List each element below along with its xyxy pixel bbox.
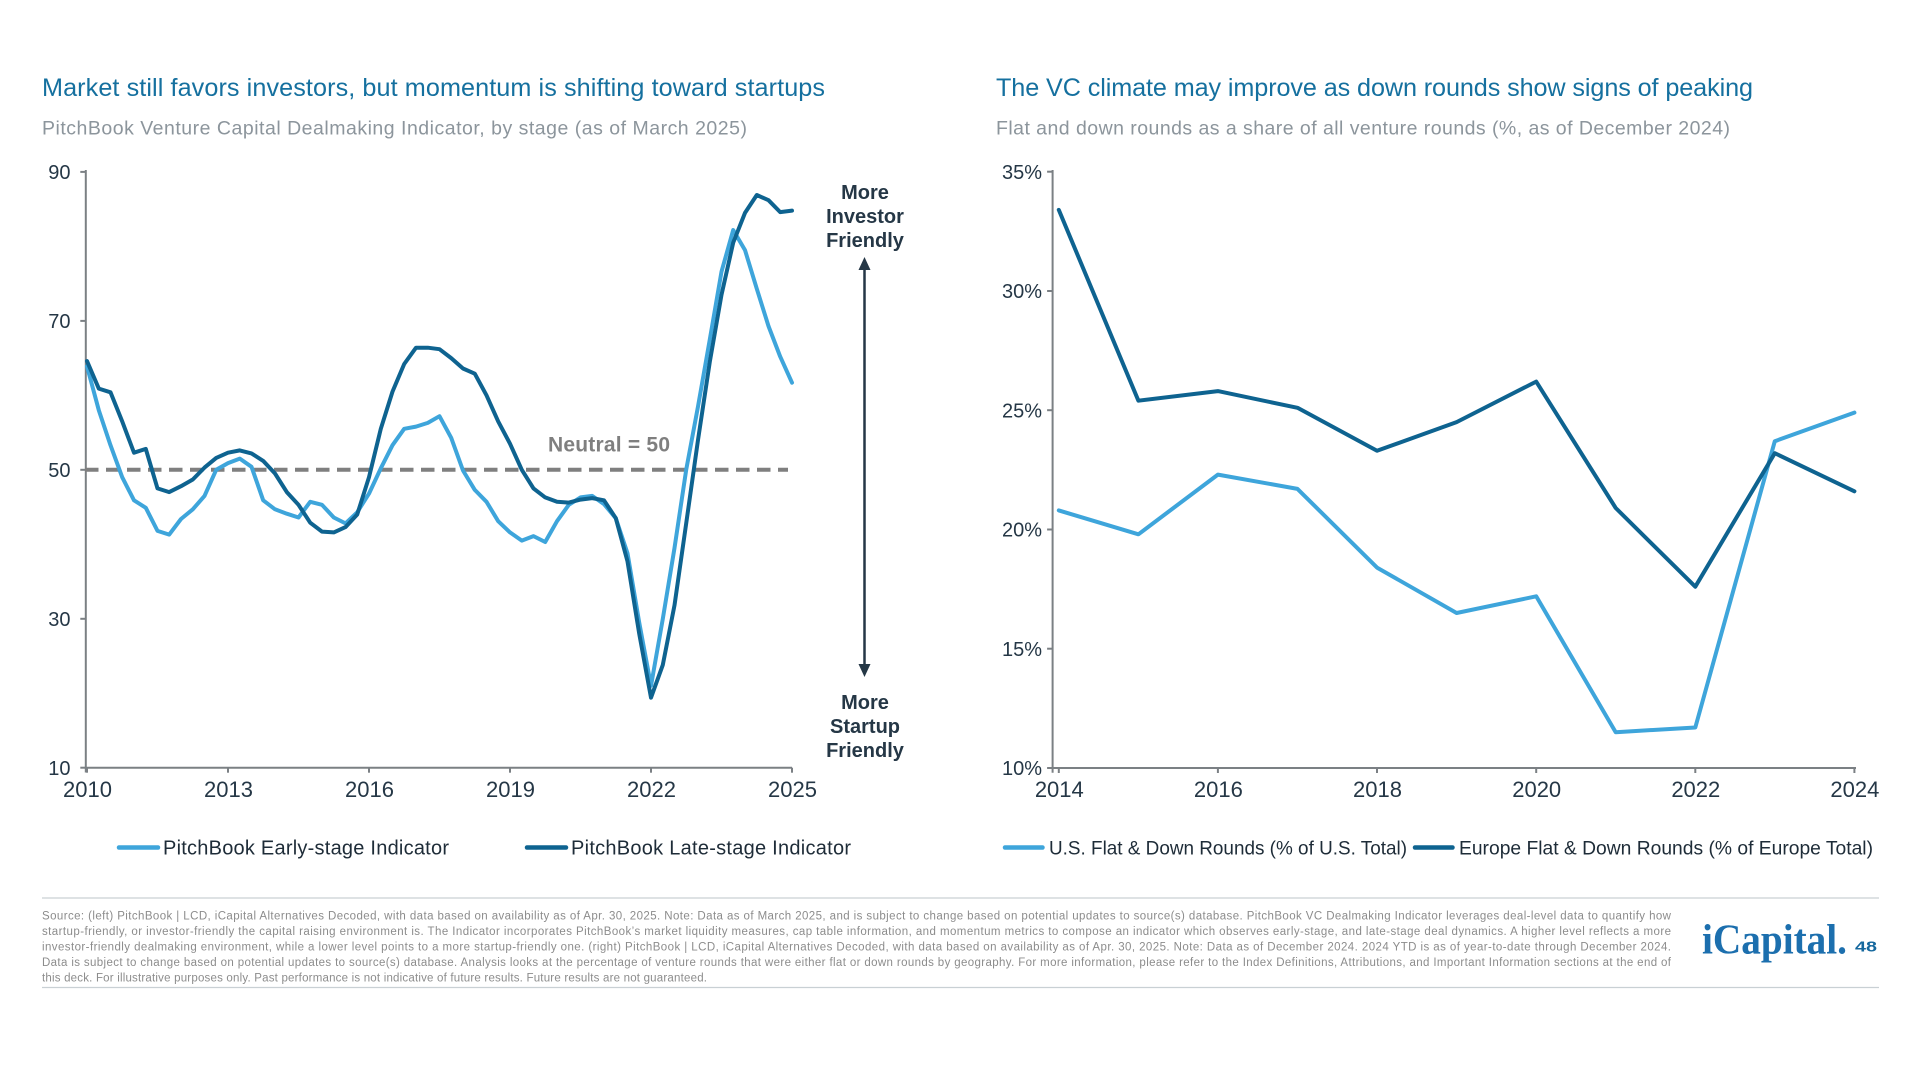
svg-text:2019: 2019 [486, 777, 535, 802]
svg-text:70: 70 [48, 311, 70, 333]
svg-text:this deck. For illustrative pu: this deck. For illustrative purposes onl… [42, 973, 707, 985]
svg-text:48: 48 [1855, 939, 1877, 955]
svg-text:2016: 2016 [1194, 777, 1243, 802]
svg-text:35%: 35% [1002, 162, 1042, 184]
svg-text:Data is subject to change base: Data is subject to change based on poten… [42, 957, 1672, 969]
svg-text:2020: 2020 [1512, 777, 1561, 802]
svg-text:Europe Flat & Down Rounds (% o: Europe Flat & Down Rounds (% of Europe T… [1459, 838, 1873, 860]
svg-text:2010: 2010 [63, 777, 112, 802]
svg-text:Startup: Startup [830, 716, 900, 738]
svg-text:30: 30 [48, 609, 70, 631]
svg-text:PitchBook Late-stage Indicator: PitchBook Late-stage Indicator [571, 838, 851, 860]
svg-text:50: 50 [48, 460, 70, 482]
svg-text:90: 90 [48, 162, 70, 184]
svg-text:Market still favors investors,: Market still favors investors, but momen… [42, 74, 825, 102]
svg-text:More: More [841, 692, 889, 714]
svg-text:2022: 2022 [627, 777, 676, 802]
svg-text:Neutral = 50: Neutral = 50 [548, 434, 670, 457]
svg-text:2016: 2016 [345, 777, 394, 802]
svg-text:30%: 30% [1002, 281, 1042, 303]
svg-text:The VC climate may improve as: The VC climate may improve as down round… [996, 74, 1753, 102]
svg-text:2025: 2025 [768, 777, 817, 802]
svg-text:Flat and down rounds as a shar: Flat and down rounds as a share of all v… [996, 118, 1730, 140]
svg-text:PitchBook Venture Capital Deal: PitchBook Venture Capital Dealmaking Ind… [42, 118, 747, 140]
svg-text:2013: 2013 [204, 777, 253, 802]
svg-text:10: 10 [48, 758, 70, 780]
svg-text:20%: 20% [1002, 520, 1042, 542]
svg-text:10%: 10% [1002, 758, 1042, 780]
svg-text:investor-friendly dealmaking e: investor-friendly dealmaking environment… [42, 942, 1671, 954]
svg-text:2022: 2022 [1671, 777, 1720, 802]
svg-text:Friendly: Friendly [826, 740, 905, 762]
svg-text:25%: 25% [1002, 400, 1042, 422]
svg-text:2024: 2024 [1830, 777, 1879, 802]
svg-text:2014: 2014 [1035, 777, 1084, 802]
svg-text:startup-friendly, or investor-: startup-friendly, or investor-friendly t… [42, 926, 1671, 938]
svg-text:Friendly: Friendly [826, 230, 905, 252]
svg-text:Source: (left) PitchBook | LCD: Source: (left) PitchBook | LCD, iCapital… [42, 911, 1672, 923]
svg-text:PitchBook Early-stage Indicato: PitchBook Early-stage Indicator [163, 838, 449, 860]
svg-text:2018: 2018 [1353, 777, 1402, 802]
svg-text:U.S. Flat & Down Rounds (% of: U.S. Flat & Down Rounds (% of U.S. Total… [1049, 838, 1407, 860]
svg-text:iCapital.: iCapital. [1702, 918, 1847, 964]
svg-text:More: More [841, 182, 889, 204]
svg-text:Investor: Investor [826, 206, 904, 228]
svg-text:15%: 15% [1002, 639, 1042, 661]
